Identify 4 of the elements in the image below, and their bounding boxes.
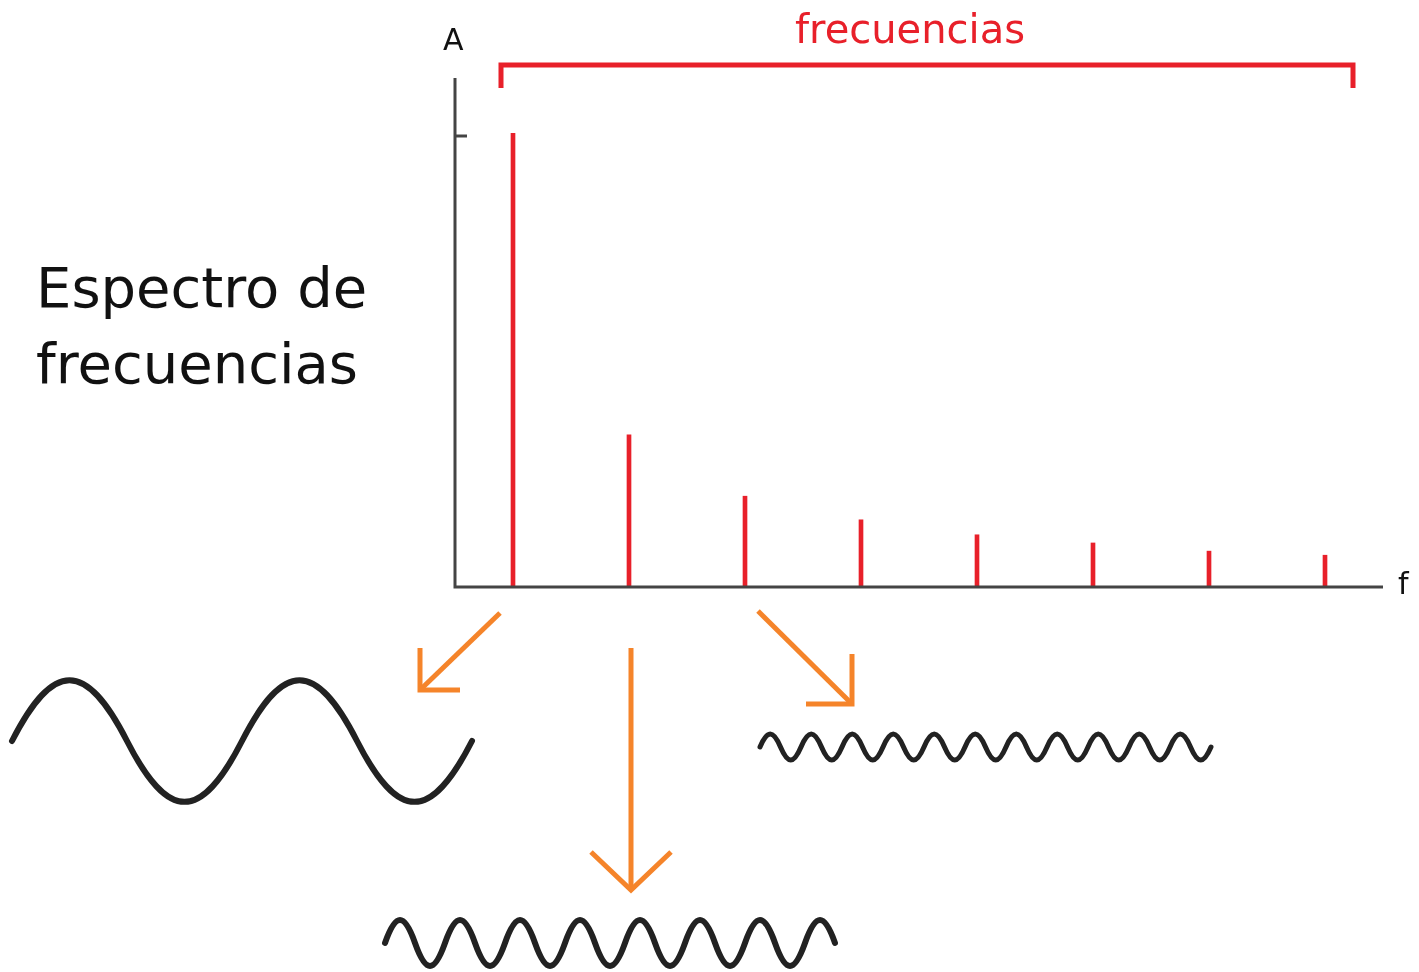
- text: Espectro de frecuencias: [36, 254, 369, 398]
- x-axis-title: f: [1398, 566, 1409, 601]
- text: frecuencias: [795, 6, 1026, 52]
- y-axis-title: A: [443, 22, 464, 57]
